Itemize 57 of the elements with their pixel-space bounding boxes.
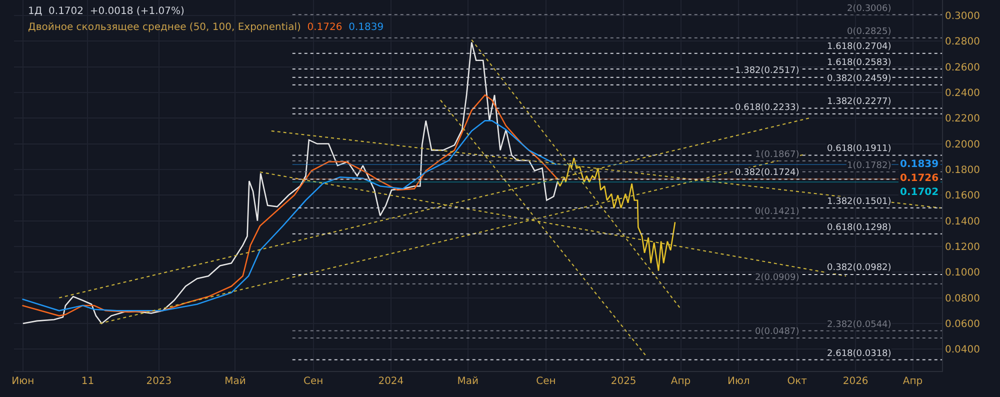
ref-line-label: 2.382(0.0544) (827, 320, 892, 330)
annotation: 0.1726 (307, 22, 342, 33)
x-tick-label: Май (457, 376, 478, 387)
line-series (22, 42, 558, 324)
annotation: Двойное скользящее среднее (50, 100, Exponential) (28, 22, 301, 33)
ref-line-label: 1.618(0.2704) (827, 42, 892, 52)
x-tick-label: Сен (304, 376, 324, 387)
y-tick-label: 0.1200 (945, 242, 980, 253)
ref-line-label: 1(0.1782) (847, 161, 892, 171)
ref-line-label: 2(0.3006) (847, 4, 892, 14)
ref-line-label: 1.382(0.2277) (827, 97, 892, 107)
ref-line-label: 0.618(0.1911) (827, 144, 892, 154)
ref-line-label: 0(0.0487) (755, 327, 800, 337)
ref-line-label: 1.382(0.2517) (735, 66, 800, 76)
ref-line-label: 1.618(0.2583) (827, 58, 892, 68)
x-tick-label: 2024 (378, 376, 404, 387)
ref-line-label: 0.618(0.2233) (735, 103, 800, 113)
y-tick-label: 0.2800 (945, 36, 980, 48)
x-tick-label: Апр (670, 376, 691, 387)
x-tick-label: Июн (12, 376, 34, 387)
y-tick-label: 0.2400 (945, 88, 980, 99)
y-tick-label: 0.0800 (945, 293, 980, 304)
ref-line-label: 2.618(0.0318) (827, 349, 892, 359)
y-tick-label: 0.2600 (945, 62, 980, 74)
x-tick-label: 2026 (842, 376, 868, 387)
x-tick-label: Сен (536, 376, 556, 387)
x-tick-label: Май (224, 376, 246, 387)
annotation: 0.1839 (348, 22, 384, 33)
ref-line-label: 0.382(0.1724) (735, 168, 800, 178)
x-tick-label: Июл (727, 376, 750, 387)
ref-line-label: 0.618(0.1298) (827, 223, 892, 233)
line-series (556, 157, 676, 272)
x-tick-label: 11 (81, 376, 94, 387)
x-tick-label: Апр (902, 376, 923, 387)
ref-line-label: 0.1726 (900, 173, 939, 184)
x-tick-label: 2025 (610, 376, 636, 387)
ref-line-label: 1(0.1867) (755, 150, 800, 160)
y-tick-label: 0.3000 (945, 10, 980, 22)
y-tick-label: 0.1600 (945, 190, 980, 202)
y-tick-label: 0.0400 (945, 344, 980, 356)
y-tick-label: 0.2000 (945, 139, 980, 150)
ref-line-label: 2(0.0909) (755, 273, 800, 283)
y-tick-label: 0.2200 (945, 114, 980, 125)
x-tick-label: Окт (787, 376, 808, 387)
ref-line-label: 0.382(0.2459) (827, 74, 892, 84)
ref-line-label: 0.1702 (900, 187, 939, 198)
ref-line-label: 0(0.1421) (755, 207, 800, 217)
ref-line-label: 0.1839 (900, 159, 939, 170)
annotation: 1Д 0.1702 +0.0018 (+1.07%) (28, 6, 184, 17)
y-tick-label: 0.1000 (945, 268, 980, 279)
y-tick-label: 0.1800 (945, 164, 980, 176)
y-tick-label: 0.1400 (945, 216, 980, 228)
ref-line-label: 1.382(0.1501) (827, 197, 892, 207)
x-tick-label: 2023 (146, 376, 172, 387)
ref-line-label: 0(0.2825) (847, 27, 892, 37)
y-tick-label: 0.0600 (945, 319, 980, 330)
ref-line-label: 0.382(0.0982) (827, 263, 892, 273)
